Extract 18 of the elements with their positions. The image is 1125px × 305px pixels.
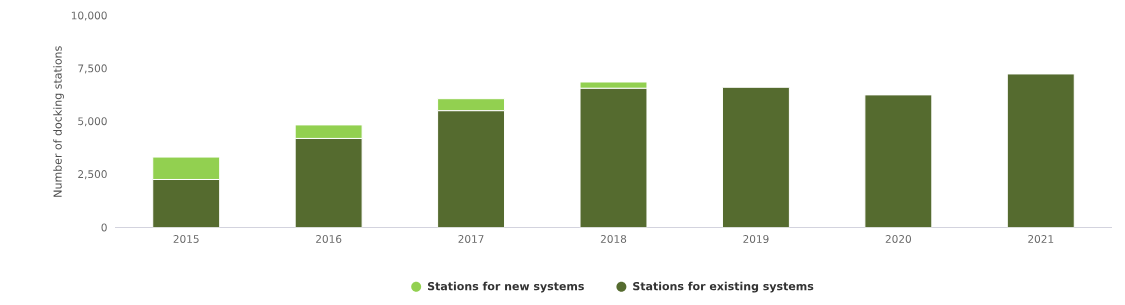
y-tick-label: 5,000 — [78, 117, 107, 127]
legend-label: Stations for existing systems — [633, 281, 814, 293]
x-tick-label: 2019 — [743, 235, 769, 243]
bar — [1006, 73, 1075, 228]
x-tick-label: 2016 — [316, 235, 342, 243]
y-tick-label: 0 — [101, 223, 107, 232]
x-tick-label: 2021 — [1028, 235, 1054, 243]
y-tick-label: 10,000 — [71, 11, 107, 21]
bar — [864, 94, 933, 228]
y-tick-label: 2,500 — [78, 170, 107, 180]
x-tick-label: 2018 — [600, 235, 627, 243]
bar — [721, 86, 790, 228]
x-tick-label: 2020 — [885, 235, 912, 243]
x-tick-label: 2017 — [458, 235, 484, 243]
legend-label: Stations for new systems — [427, 281, 584, 293]
x-tick-label: 2015 — [173, 235, 199, 243]
y-axis-title: Number of docking stations — [53, 46, 64, 197]
y-tick-label: 7,500 — [78, 64, 107, 74]
